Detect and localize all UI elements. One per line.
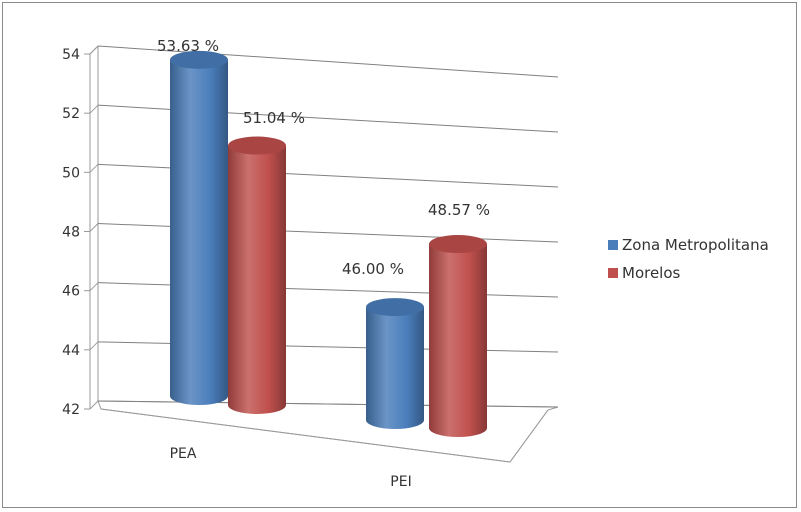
gridline-side [89,104,99,114]
gridline [97,163,559,188]
bar-pea-0 [170,50,228,406]
gridline [97,223,559,243]
gridline [97,400,559,408]
bar-top [170,50,228,69]
category-label: PEA [170,446,197,462]
bar-top [429,235,487,254]
gridline-side [89,341,99,351]
category-label: PEI [390,474,411,490]
bar-pei-1 [429,235,487,437]
data-label: 53.63 % [157,37,219,55]
bar-body [366,307,424,429]
floor-right-edge [509,409,549,463]
data-label: 48.57 % [428,201,490,219]
chart-svg: 42 44 46 48 50 52 54 PEA PEI 53.63 % 51.04 % 46.0… [62,37,769,490]
y-tick-label: 50 [62,165,80,181]
gridline-side [89,45,99,55]
legend-label: Zona Metropolitana [622,236,769,254]
bar-pea-1 [228,136,286,414]
y-tick-label: 54 [62,47,80,63]
legend-label: Morelos [622,264,681,282]
gridline-side [89,223,99,232]
gridline [97,341,559,353]
data-label: 46.00 % [342,260,404,278]
floor-front-edge [100,408,511,463]
category-labels: PEA PEI [170,446,412,490]
bar-top [366,298,424,317]
data-label: 51.04 % [243,109,305,127]
y-tick-label: 42 [62,402,80,418]
bar-body [228,145,286,414]
y-tick-label: 48 [62,225,80,241]
bar-body [429,244,487,437]
gridline [97,282,559,298]
y-axis-ticks: 42 44 46 48 50 52 54 [62,47,90,418]
gridline-side [89,163,99,173]
bar-body [170,59,228,406]
legend: Zona Metropolitana Morelos [608,236,769,282]
gridline-side [89,400,99,410]
chart-floor [97,400,559,463]
gridline [97,45,559,78]
bar-pei-0 [366,298,424,429]
gridlines [89,45,559,410]
y-tick-label: 46 [62,284,80,300]
bars [170,50,487,437]
gridline-side [89,282,99,292]
legend-swatch [608,240,618,250]
y-tick-label: 44 [62,343,80,359]
bar-top [228,136,286,155]
legend-swatch [608,268,618,278]
data-labels: 53.63 % 51.04 % 46.00 % 48.57 % [157,37,490,278]
y-tick-label: 52 [62,106,80,122]
gridline [97,104,559,133]
